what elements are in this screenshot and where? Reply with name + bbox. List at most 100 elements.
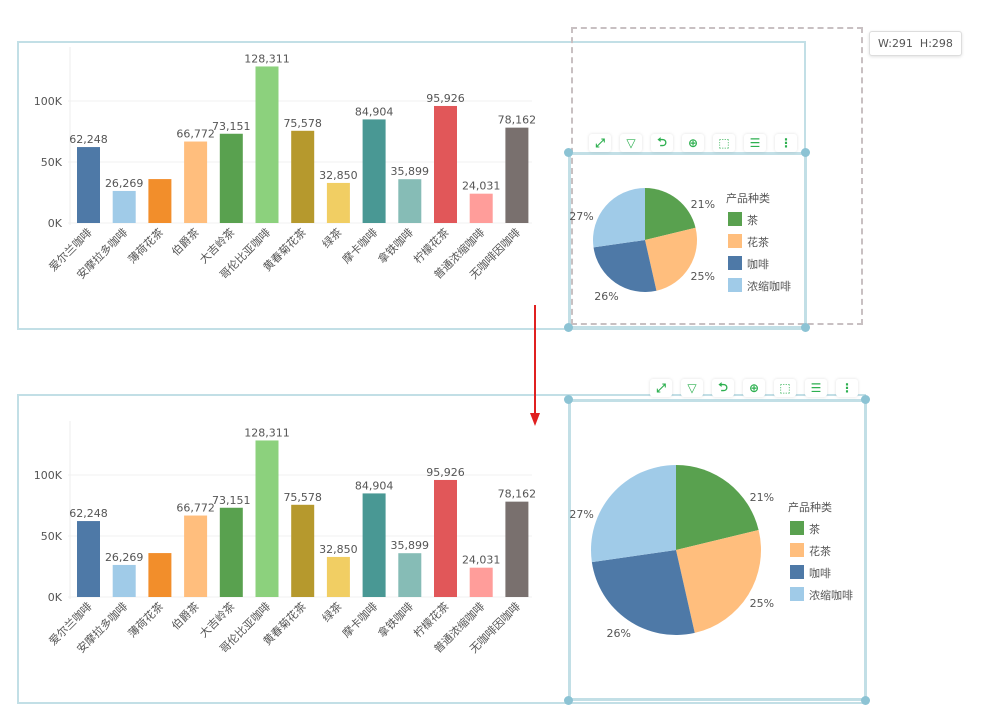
bar: [112, 190, 136, 223]
resize-handle[interactable]: [564, 395, 573, 404]
x-tick-label: 摩卡咖啡: [339, 225, 380, 266]
bar: [291, 504, 315, 597]
pie-chart-selection-after[interactable]: [568, 399, 867, 701]
bar: [77, 521, 100, 597]
bar: [219, 507, 243, 597]
pie-slice: [593, 240, 657, 292]
x-tick-label: 绿茶: [319, 599, 344, 624]
chart-toolbar-after: ⤢ ▽ ⮌ ⊕ ⬚ ☰ ⋮: [650, 379, 858, 397]
data-label: 66,772: [176, 502, 215, 515]
resize-handle[interactable]: [564, 148, 573, 157]
select-icon[interactable]: ⬚: [713, 134, 735, 152]
x-tick-label: 伯爵茶: [168, 599, 201, 632]
legend-item: 浓缩咖啡: [809, 588, 853, 602]
fullscreen-icon[interactable]: ⤢: [650, 379, 672, 397]
data-label: 24,031: [462, 554, 501, 567]
data-label: 62,248: [69, 507, 108, 520]
legend-swatch: [728, 278, 742, 292]
legend-swatch: [790, 521, 804, 535]
x-tick-label: 拿铁咖啡: [375, 225, 416, 266]
drill-icon[interactable]: ⮌: [651, 134, 673, 152]
filter-icon[interactable]: ▽: [620, 134, 642, 152]
bar: [184, 141, 208, 223]
data-label: 32,850: [319, 543, 358, 556]
x-tick-label: 绿茶: [319, 225, 344, 250]
legend-swatch: [728, 256, 742, 270]
select-icon[interactable]: ⬚: [774, 379, 796, 397]
pie-percent-label: 21%: [691, 198, 715, 211]
x-tick-label: 伯爵茶: [168, 225, 201, 258]
resize-handle[interactable]: [801, 148, 810, 157]
resize-handle[interactable]: [801, 323, 810, 332]
legend-title: 产品种类: [788, 500, 832, 514]
pie-slice: [645, 188, 696, 240]
pie-slice: [593, 188, 645, 248]
bar: [362, 119, 386, 223]
bar-chart-after: 0K50K100K62,248爱尔兰咖啡26,269安摩拉多咖啡薄荷花茶66,7…: [34, 421, 537, 656]
y-tick-label: 100K: [34, 469, 63, 482]
bar: [255, 440, 279, 597]
x-tick-label: 摩卡咖啡: [339, 599, 380, 640]
bar: [505, 501, 529, 597]
pie-slice: [591, 464, 676, 563]
data-label: 73,151: [212, 120, 251, 133]
data-label: 95,926: [426, 92, 465, 105]
list-icon[interactable]: ☰: [805, 379, 827, 397]
bar: [291, 130, 315, 223]
resize-handle[interactable]: [861, 696, 870, 705]
y-tick-label: 0K: [48, 591, 63, 604]
resize-handle[interactable]: [861, 395, 870, 404]
data-label: 95,926: [426, 466, 465, 479]
y-tick-label: 100K: [34, 95, 63, 108]
pie-percent-label: 21%: [750, 491, 774, 504]
drill-icon[interactable]: ⮌: [712, 379, 734, 397]
fullscreen-icon[interactable]: ⤢: [589, 134, 611, 152]
list-icon[interactable]: ☰: [744, 134, 766, 152]
data-label: 78,162: [498, 114, 537, 127]
pie-chart-selection-before[interactable]: [568, 152, 807, 329]
bar: [398, 553, 422, 597]
legend-title: 产品种类: [726, 191, 770, 205]
bar: [148, 179, 172, 223]
data-label: 26,269: [105, 177, 144, 190]
pie-percent-label: 27%: [570, 508, 594, 521]
pie-percent-label: 26%: [607, 627, 631, 640]
bar: [77, 147, 100, 223]
data-label: 128,311: [244, 52, 290, 65]
data-label: 84,904: [355, 105, 394, 118]
legend-item: 浓缩咖啡: [747, 279, 791, 293]
legend-item: 咖啡: [747, 257, 769, 271]
filter-icon[interactable]: ▽: [681, 379, 703, 397]
y-tick-label: 50K: [41, 156, 63, 169]
legend-item: 茶: [809, 523, 820, 536]
zoom-in-icon[interactable]: ⊕: [682, 134, 704, 152]
pie-slice: [676, 529, 761, 633]
bar: [326, 556, 350, 597]
data-label: 24,031: [462, 180, 501, 193]
bar-chart-before: 0K50K100K62,248爱尔兰咖啡26,269安摩拉多咖啡薄荷花茶66,7…: [34, 47, 537, 282]
data-label: 32,850: [319, 169, 358, 182]
pie-slice: [676, 465, 759, 550]
data-label: 62,248: [69, 133, 108, 146]
more-icon[interactable]: ⋮: [836, 379, 858, 397]
resize-handle[interactable]: [564, 323, 573, 332]
more-icon[interactable]: ⋮: [775, 134, 797, 152]
pie-slice: [645, 227, 697, 291]
bar: [184, 515, 208, 597]
bar: [112, 564, 136, 597]
data-label: 78,162: [498, 488, 537, 501]
bar: [505, 127, 529, 223]
resize-handle[interactable]: [564, 696, 573, 705]
data-label: 128,311: [244, 426, 290, 439]
legend-item: 茶: [747, 214, 758, 227]
zoom-in-icon[interactable]: ⊕: [743, 379, 765, 397]
legend-item: 咖啡: [809, 566, 831, 580]
bar: [469, 567, 493, 597]
legend-swatch: [728, 234, 742, 248]
bar: [326, 182, 350, 223]
bar: [398, 179, 422, 223]
red-arrow: [530, 305, 540, 426]
data-label: 73,151: [212, 494, 251, 507]
